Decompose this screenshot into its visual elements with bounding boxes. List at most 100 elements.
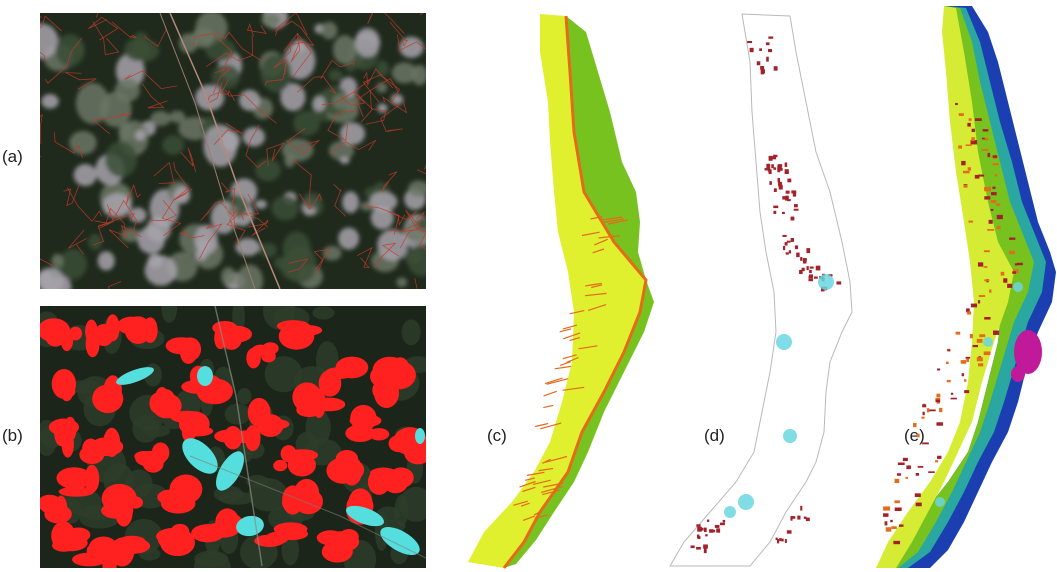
orange-streak bbox=[578, 345, 598, 350]
segment-boundary bbox=[125, 183, 141, 205]
orange-fringe-pixel bbox=[1003, 278, 1008, 283]
zone-orange-boundary bbox=[502, 15, 648, 569]
orange-fringe-pixel bbox=[995, 203, 1001, 206]
classified-red-patch bbox=[51, 521, 76, 551]
change-red-pixel bbox=[792, 192, 797, 197]
canopy-gap bbox=[320, 21, 338, 40]
orange-fringe-pixel bbox=[992, 186, 996, 189]
classified-red-patch bbox=[79, 445, 105, 465]
change-red-pixel bbox=[788, 250, 792, 254]
orange-fringe-pixel bbox=[946, 361, 949, 365]
classified-red-patch bbox=[278, 323, 315, 350]
segment-boundary bbox=[173, 161, 189, 201]
segment-boundary bbox=[148, 199, 177, 222]
canopy-gap bbox=[261, 13, 281, 28]
orange-streak bbox=[542, 458, 551, 464]
change-red-pixel bbox=[771, 164, 774, 169]
canopy-gap bbox=[55, 33, 85, 67]
orange-fringe-pixel bbox=[968, 220, 974, 223]
change-red-pixel bbox=[768, 49, 773, 53]
segment-boundary bbox=[389, 21, 408, 47]
change-red-pixel bbox=[803, 516, 807, 519]
orange-fringe-pixel bbox=[939, 407, 943, 413]
vegetation-texture bbox=[218, 491, 254, 505]
classified-red-patch bbox=[212, 321, 238, 335]
canopy-gap bbox=[242, 127, 266, 147]
segment-boundary bbox=[283, 32, 312, 78]
change-red-pixel bbox=[786, 240, 791, 243]
classified-image-b bbox=[40, 306, 426, 568]
segment-boundary bbox=[213, 122, 245, 145]
orange-streak bbox=[540, 422, 562, 430]
orange-fringe-pixel bbox=[958, 145, 963, 149]
segment-boundary bbox=[400, 226, 426, 250]
classified-red-patch bbox=[223, 426, 243, 450]
orange-fringe-pixel bbox=[961, 373, 965, 377]
canopy-gap bbox=[408, 180, 426, 198]
orange-fringe-pixel bbox=[963, 184, 968, 188]
change-red-pixel bbox=[699, 527, 704, 531]
classified-red-patch bbox=[61, 431, 74, 458]
orange-fringe-pixel bbox=[1016, 262, 1023, 266]
canopy-gap bbox=[130, 39, 160, 62]
orange-fringe-pixel bbox=[894, 478, 900, 484]
change-red-pixel bbox=[784, 162, 788, 167]
classified-red-patch bbox=[58, 475, 92, 487]
segment-boundary bbox=[357, 246, 373, 269]
shore-teal bbox=[880, 6, 1046, 568]
canopy-gap bbox=[118, 123, 134, 140]
change-red-pixel bbox=[773, 188, 777, 192]
orange-fringe-pixel bbox=[894, 500, 900, 504]
orange-fringe-pixel bbox=[992, 163, 999, 166]
segment-boundary bbox=[108, 224, 142, 249]
change-red-pixel bbox=[777, 165, 780, 170]
canopy-gap bbox=[195, 84, 225, 111]
canopy-gap bbox=[220, 267, 236, 286]
canopy-gap bbox=[97, 251, 115, 271]
classified-red-patch bbox=[93, 323, 114, 347]
orange-streak bbox=[591, 284, 603, 289]
change-red-pixel bbox=[787, 178, 792, 183]
orange-fringe-pixel bbox=[981, 148, 989, 151]
segment-boundary bbox=[54, 132, 83, 159]
canopy-gap bbox=[41, 94, 59, 109]
orange-fringe-pixel bbox=[970, 303, 978, 308]
change-red-pixel bbox=[784, 242, 788, 246]
orange-streak bbox=[543, 482, 564, 488]
orange-fringe-pixel bbox=[936, 401, 940, 404]
cyan-patch bbox=[1013, 282, 1023, 292]
change-red-pixel bbox=[696, 534, 700, 539]
segment-boundary bbox=[327, 110, 357, 141]
orange-streak bbox=[559, 361, 571, 366]
canopy-gap bbox=[339, 122, 366, 145]
segment-boundary bbox=[93, 221, 114, 246]
cyan-patch bbox=[983, 337, 993, 347]
orange-fringe-pixel bbox=[974, 118, 982, 121]
classified-red-patch bbox=[102, 550, 117, 568]
vegetation-texture bbox=[237, 388, 252, 405]
orange-streak bbox=[519, 480, 536, 488]
change-red-pixel bbox=[800, 505, 803, 511]
classified-red-patch bbox=[124, 316, 152, 344]
classified-red-patch bbox=[134, 450, 155, 462]
canopy-gap bbox=[312, 96, 326, 112]
segment-boundary bbox=[180, 147, 197, 173]
change-cyan-patch bbox=[776, 334, 792, 350]
change-red-pixel bbox=[773, 210, 777, 214]
orange-fringe-pixel bbox=[996, 225, 1001, 230]
segment-boundary bbox=[221, 182, 236, 202]
change-red-pixel bbox=[782, 196, 788, 200]
orange-streak bbox=[608, 219, 628, 225]
orange-fringe-pixel bbox=[958, 113, 964, 116]
canopy-gap bbox=[59, 249, 87, 280]
orange-fringe-pixel bbox=[971, 128, 975, 133]
orange-fringe-pixel bbox=[984, 186, 991, 192]
orange-streak bbox=[566, 356, 579, 363]
segment-boundary bbox=[242, 193, 269, 228]
canopy-gap bbox=[147, 253, 163, 268]
classified-red-patch bbox=[155, 389, 176, 413]
change-red-pixel bbox=[777, 167, 783, 171]
classified-red-patch bbox=[40, 494, 62, 513]
canopy-gap bbox=[328, 140, 355, 161]
canopy-gap bbox=[236, 264, 264, 289]
